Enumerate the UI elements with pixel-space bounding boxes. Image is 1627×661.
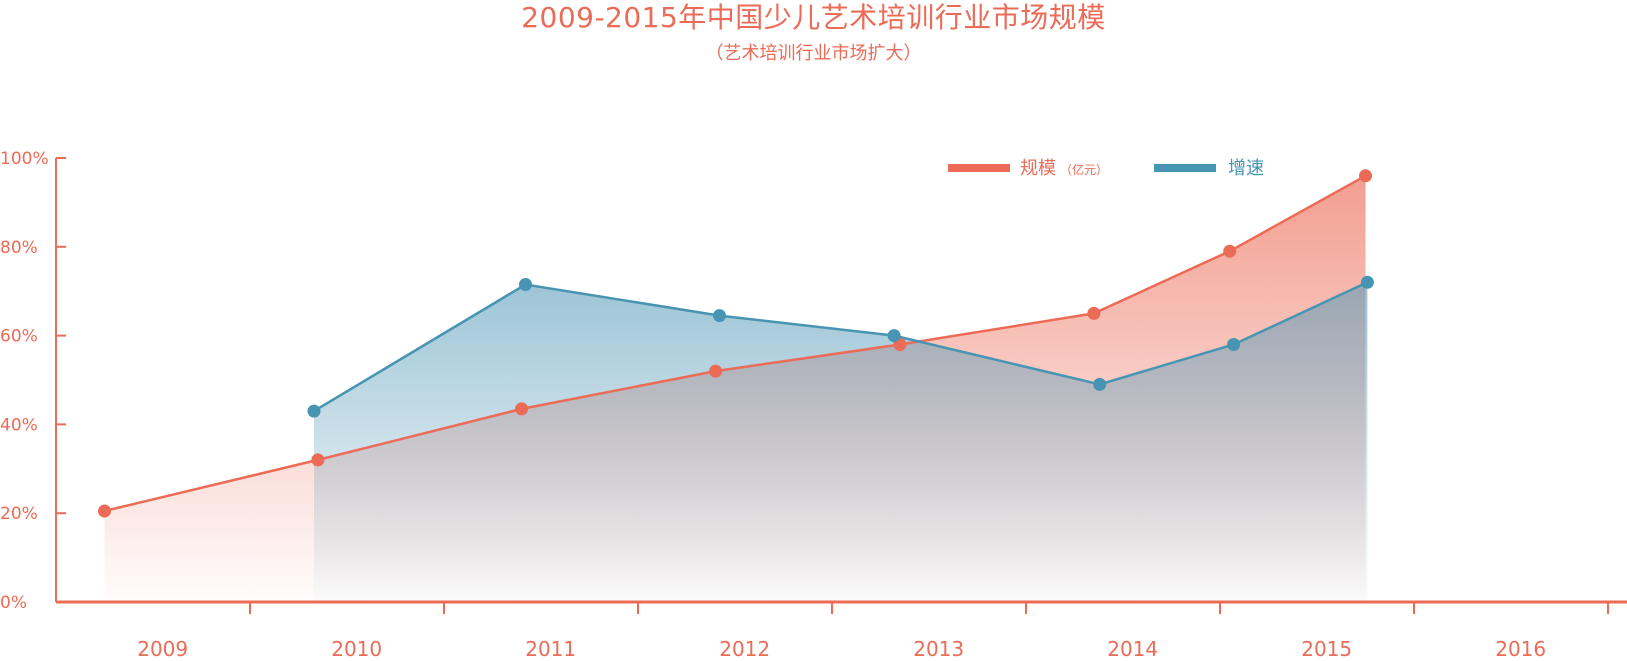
data-point-scale-5 <box>1087 306 1101 320</box>
area-fill-growth <box>314 282 1368 602</box>
data-point-growth-1 <box>519 278 532 291</box>
points-layer <box>98 169 1374 518</box>
x-tick-label: 2012 <box>719 637 770 661</box>
legend: 规模 （亿元） 增速 <box>948 158 1264 179</box>
y-tick-label: 60% <box>0 327 38 347</box>
data-point-scale-0 <box>98 504 111 518</box>
data-point-scale-7 <box>1359 169 1372 183</box>
x-tick-label: 2016 <box>1495 637 1546 661</box>
chart-subtitle: （艺术培训行业市场扩大） <box>705 43 922 64</box>
x-tick-label: 2014 <box>1107 637 1158 661</box>
x-tick-label: 2010 <box>331 637 382 661</box>
data-point-scale-2 <box>515 402 529 416</box>
legend-label-scale: 规模 <box>1020 158 1056 179</box>
chart-title: 2009-2015年中国少儿艺术培训行业市场规模 <box>521 1 1106 34</box>
data-point-growth-5 <box>1227 338 1241 351</box>
y-tick-label: 0% <box>0 593 27 613</box>
legend-swatch-scale <box>948 164 1010 172</box>
y-tick-label: 20% <box>0 504 38 524</box>
data-point-growth-6 <box>1360 275 1374 289</box>
y-tick-label: 100% <box>0 149 49 169</box>
data-point-growth-0 <box>307 404 321 418</box>
data-point-growth-4 <box>1093 377 1107 391</box>
legend-swatch-growth <box>1154 164 1216 172</box>
data-point-scale-1 <box>311 453 325 467</box>
x-tick-label: 2013 <box>913 637 964 661</box>
series-line-scale <box>104 174 1367 513</box>
y-tick-label: 40% <box>0 415 38 435</box>
legend-label-growth: 增速 <box>1228 158 1264 179</box>
ticks-layer: 0% 20% 40% 60% 80% 100% 2009 2010 2011 2012 2013 20… <box>0 149 1609 661</box>
legend-unit-scale: （亿元） <box>1060 162 1108 177</box>
axes-layer <box>55 158 1627 604</box>
x-tick-label: 2015 <box>1301 637 1352 661</box>
data-point-scale-6 <box>1223 244 1237 258</box>
data-point-scale-3 <box>709 364 723 378</box>
areas-layer <box>104 175 1368 603</box>
data-point-growth-2 <box>713 309 726 323</box>
x-tick-label: 2011 <box>525 637 576 661</box>
y-tick-label: 80% <box>0 238 38 258</box>
x-tick-label: 2009 <box>137 637 188 661</box>
data-point-growth-3 <box>887 329 901 343</box>
